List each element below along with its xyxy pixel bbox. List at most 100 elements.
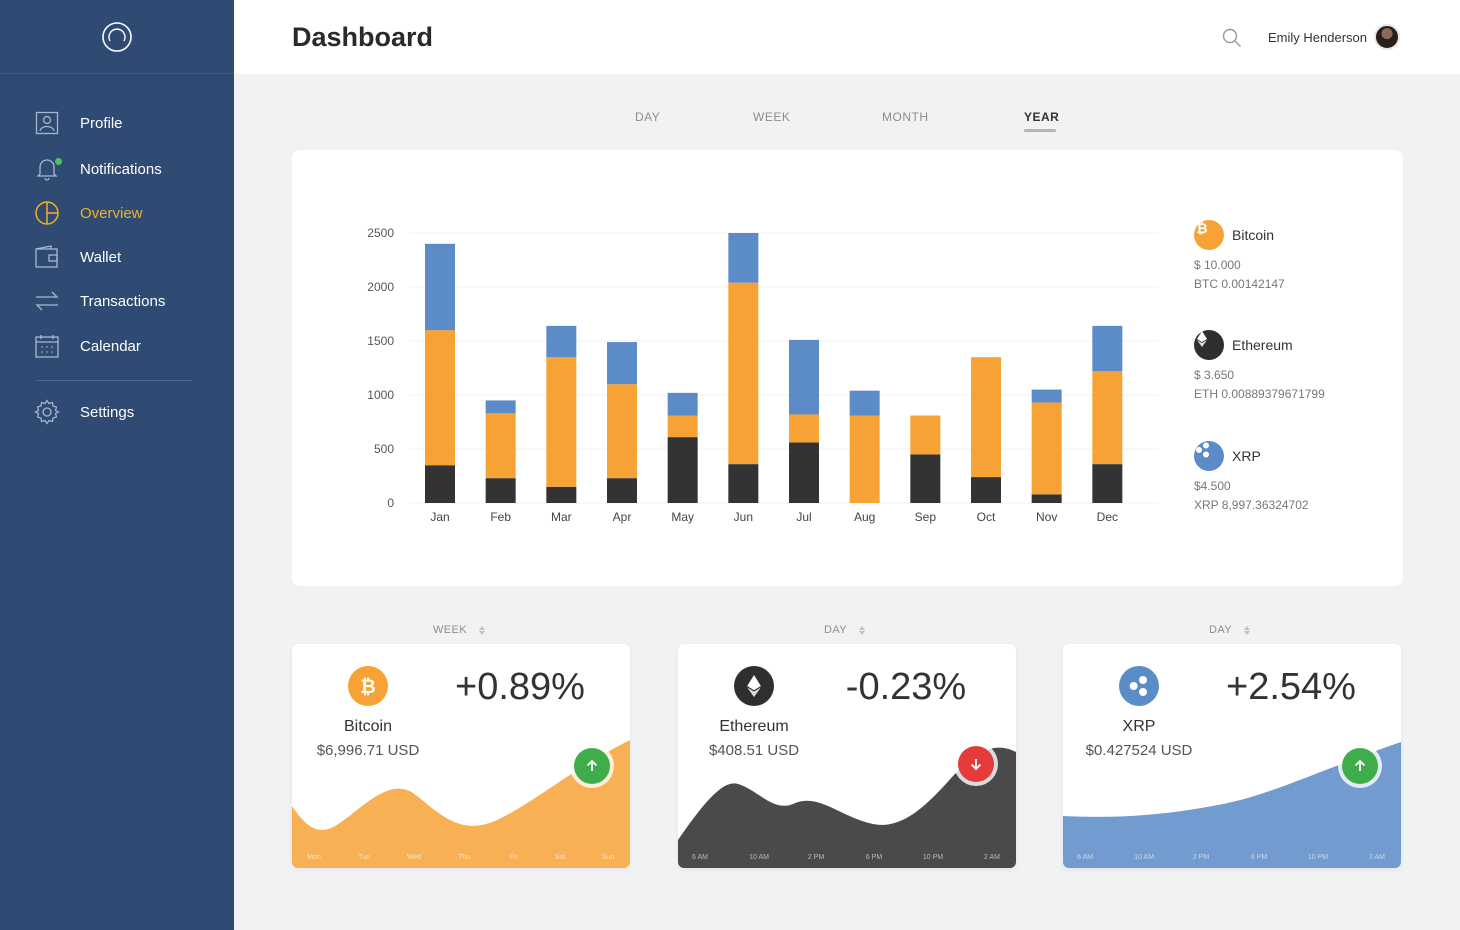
axis-label: 10 PM bbox=[922, 854, 944, 861]
bar-ethereum-apr[interactable] bbox=[607, 478, 637, 503]
trend-up-icon bbox=[1342, 748, 1378, 784]
trend-down-icon bbox=[958, 746, 994, 782]
tab-week[interactable]: WEEK bbox=[753, 110, 791, 124]
x-tick-label: Jan bbox=[430, 510, 449, 524]
axis-label: 10 PM bbox=[1307, 854, 1329, 861]
bar-bitcoin-jan[interactable] bbox=[425, 330, 455, 466]
tab-day[interactable]: DAY bbox=[635, 110, 661, 124]
price-change: +0.89% bbox=[455, 666, 585, 708]
ethereum-icon bbox=[1194, 330, 1224, 360]
ethereum-card[interactable]: Ethereum $408.51 USD -0.23% 6 AM 10 AM 2… bbox=[678, 644, 1016, 868]
price-change: +2.54% bbox=[1226, 666, 1356, 708]
legend-name: Bitcoin bbox=[1232, 227, 1275, 243]
bar-xrp-jul[interactable] bbox=[789, 339, 819, 415]
bar-xrp-mar[interactable] bbox=[546, 325, 577, 358]
wallet-icon bbox=[34, 244, 60, 270]
sidebar: Profile Notifications Overview Wallet bbox=[0, 0, 234, 930]
period-label: WEEK bbox=[433, 624, 467, 636]
sort-arrows-icon bbox=[479, 625, 485, 635]
bar-ethereum-oct[interactable] bbox=[971, 477, 1001, 503]
bar-ethereum-sep[interactable] bbox=[910, 454, 941, 503]
sort-arrows-icon bbox=[859, 625, 866, 635]
tab-month[interactable]: MONTH bbox=[882, 110, 929, 124]
sidebar-item-transactions[interactable]: Transactions bbox=[34, 286, 165, 316]
bar-ethereum-jan[interactable] bbox=[425, 465, 455, 503]
bar-bitcoin-apr[interactable] bbox=[607, 384, 637, 479]
bar-bitcoin-jun[interactable] bbox=[728, 282, 759, 465]
svg-text:₿: ₿ bbox=[1196, 220, 1207, 236]
axis-label: Tue bbox=[358, 854, 370, 861]
bar-ethereum-may[interactable] bbox=[667, 437, 698, 503]
x-axis: Mon Tue Wed Thu Fri Sat Sun bbox=[292, 854, 630, 864]
bar-xrp-jun[interactable] bbox=[728, 233, 759, 283]
bar-bitcoin-sep[interactable] bbox=[910, 415, 941, 455]
sidebar-item-wallet[interactable]: Wallet bbox=[34, 242, 121, 272]
card-period-selector[interactable]: WEEK bbox=[433, 624, 485, 636]
bar-bitcoin-nov[interactable] bbox=[1031, 402, 1062, 495]
sidebar-item-settings[interactable]: Settings bbox=[34, 397, 134, 427]
transfer-icon bbox=[34, 288, 60, 314]
axis-label: Fri bbox=[509, 854, 519, 861]
sidebar-item-overview[interactable]: Overview bbox=[34, 198, 143, 228]
axis-label: Sat bbox=[554, 854, 566, 861]
axis-label: 6 AM bbox=[692, 854, 708, 861]
bar-xrp-nov[interactable] bbox=[1031, 389, 1062, 403]
sidebar-item-profile[interactable]: Profile bbox=[34, 108, 123, 138]
axis-label: 6 PM bbox=[865, 854, 883, 861]
bar-xrp-may[interactable] bbox=[667, 392, 698, 416]
coin-price: $0.427524 USD bbox=[1085, 742, 1193, 759]
period-tabs: DAY WEEK MONTH YEAR bbox=[0, 110, 1460, 140]
user-name[interactable]: Emily Henderson bbox=[1268, 30, 1367, 45]
bar-bitcoin-may[interactable] bbox=[667, 415, 698, 438]
y-tick-label: 500 bbox=[374, 442, 394, 456]
bar-ethereum-jun[interactable] bbox=[728, 464, 759, 503]
bar-bitcoin-aug[interactable] bbox=[849, 415, 880, 503]
bar-ethereum-dec[interactable] bbox=[1092, 464, 1123, 503]
bar-ethereum-mar[interactable] bbox=[546, 486, 577, 503]
sidebar-item-label: Wallet bbox=[80, 248, 122, 266]
profile-icon bbox=[34, 110, 60, 136]
stacked-bar-chart: 0 500 1000 1500 2000 2500 Jan Feb Mar Apr May Jun Ju… bbox=[367, 226, 1158, 524]
avatar[interactable] bbox=[1374, 24, 1400, 50]
chart-card: 0 500 1000 1500 2000 2500 Jan Feb Mar Apr May Jun Ju… bbox=[292, 150, 1403, 586]
legend-item-xrp[interactable]: XRP $4.500 XRP 8,997.36324702 bbox=[1194, 441, 1394, 512]
ethereum-icon bbox=[734, 666, 774, 706]
search-icon[interactable] bbox=[1222, 28, 1242, 48]
gear-icon bbox=[34, 399, 60, 425]
sidebar-item-label: Transactions bbox=[80, 292, 166, 310]
bar-bitcoin-oct[interactable] bbox=[971, 357, 1001, 478]
xrp-card[interactable]: XRP $0.427524 USD +2.54% 6 AM 10 AM 2 PM… bbox=[1063, 644, 1401, 868]
axis-label: 6 PM bbox=[1250, 854, 1268, 861]
bar-ethereum-feb[interactable] bbox=[485, 478, 516, 503]
bar-ethereum-nov[interactable] bbox=[1031, 494, 1062, 503]
bitcoin-icon: ₿ bbox=[1194, 220, 1224, 250]
axis-label: 2 AM bbox=[1369, 854, 1385, 861]
tab-year[interactable]: YEAR bbox=[1024, 110, 1060, 124]
sidebar-item-notifications[interactable]: Notifications bbox=[34, 154, 162, 184]
card-period-selector[interactable]: DAY bbox=[1209, 624, 1251, 636]
bar-xrp-apr[interactable] bbox=[607, 342, 637, 385]
bar-ethereum-jul[interactable] bbox=[789, 442, 819, 503]
bar-bitcoin-dec[interactable] bbox=[1092, 371, 1123, 465]
period-label: DAY bbox=[824, 624, 848, 636]
bitcoin-card[interactable]: ₿ Bitcoin $6,996.71 USD +0.89% Mon Tue W… bbox=[292, 644, 630, 868]
bar-bitcoin-jul[interactable] bbox=[789, 414, 819, 443]
card-period-selector[interactable]: DAY bbox=[824, 624, 866, 636]
bar-xrp-dec[interactable] bbox=[1092, 325, 1123, 372]
bar-bitcoin-feb[interactable] bbox=[485, 413, 516, 479]
price-change: -0.23% bbox=[845, 666, 967, 708]
bar-xrp-aug[interactable] bbox=[849, 390, 880, 416]
xrp-icon bbox=[1194, 441, 1224, 471]
legend-amount: BTC 0.00142147 bbox=[1194, 277, 1285, 291]
sidebar-item-calendar[interactable]: Calendar bbox=[34, 331, 141, 361]
legend-name: XRP bbox=[1232, 448, 1261, 464]
bar-xrp-jan[interactable] bbox=[425, 243, 455, 331]
bar-xrp-feb[interactable] bbox=[485, 400, 516, 414]
legend-item-ethereum[interactable]: Ethereum $ 3.650 ETH 0.00889379671799 bbox=[1194, 330, 1394, 401]
logo-icon[interactable] bbox=[101, 21, 133, 53]
coin-name: Bitcoin bbox=[343, 718, 393, 735]
bar-bitcoin-mar[interactable] bbox=[546, 357, 577, 487]
y-tick-label: 0 bbox=[387, 496, 394, 510]
legend-item-bitcoin[interactable]: ₿ Bitcoin $ 10.000 BTC 0.00142147 bbox=[1194, 220, 1394, 291]
trend-up-icon bbox=[574, 748, 610, 784]
